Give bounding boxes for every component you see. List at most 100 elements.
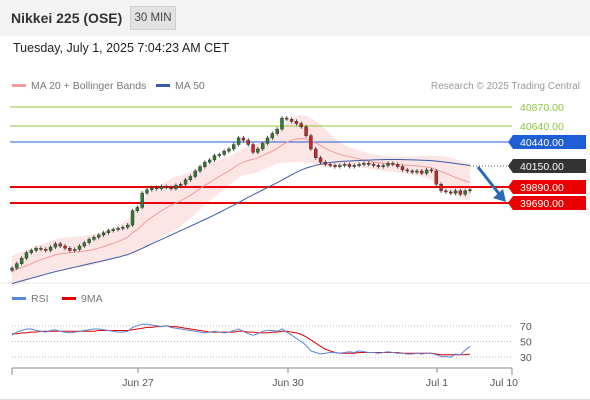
candle-body bbox=[116, 228, 120, 230]
legend-swatch-ma50 bbox=[156, 83, 170, 87]
price-tag-label-support: 39890.00 bbox=[520, 182, 564, 194]
candle-body bbox=[434, 170, 438, 185]
candle-body bbox=[328, 164, 332, 166]
candle-body bbox=[34, 248, 38, 251]
rsi-line bbox=[11, 323, 471, 358]
candle-body bbox=[323, 161, 328, 165]
candle-body bbox=[309, 135, 313, 150]
candle-body bbox=[342, 164, 347, 166]
legend-rsi: RSI bbox=[12, 293, 49, 305]
candle-body bbox=[420, 170, 424, 174]
candle-body bbox=[405, 169, 410, 172]
legend-bb-label: MA 20 + Bollinger Bands bbox=[31, 80, 147, 92]
candle-body bbox=[174, 185, 178, 189]
candle-body bbox=[217, 154, 222, 156]
candle-body bbox=[126, 224, 130, 228]
price-tag-support bbox=[508, 196, 586, 210]
candle-body bbox=[198, 166, 202, 172]
candle-body bbox=[463, 190, 467, 195]
legend-rsi-ma-label: 9MA bbox=[81, 293, 103, 305]
candle-body bbox=[72, 249, 77, 251]
price-level-label-resistance: 40640.00 bbox=[520, 121, 564, 133]
candle-body bbox=[338, 165, 342, 167]
candle-body bbox=[439, 184, 443, 192]
candle-body bbox=[367, 163, 371, 165]
x-tick-label: Jun 30 bbox=[272, 377, 304, 389]
candle-body bbox=[222, 150, 226, 155]
instrument-title: Nikkei 225 (OSE) bbox=[11, 10, 123, 26]
candle-body bbox=[371, 164, 376, 166]
candle-body bbox=[444, 190, 448, 193]
candle-body bbox=[453, 190, 458, 194]
candle-body bbox=[97, 234, 101, 238]
candle-body bbox=[179, 184, 183, 186]
candle-body bbox=[44, 249, 48, 251]
candle-body bbox=[314, 148, 318, 158]
candle-body bbox=[395, 164, 400, 167]
price-tag-label-support: 39690.00 bbox=[520, 198, 564, 210]
candle-body bbox=[362, 163, 366, 165]
legend-ma50-label: MA 50 bbox=[175, 80, 205, 92]
candle-body bbox=[347, 164, 352, 167]
candle-body bbox=[256, 148, 260, 153]
projection-arrow-head bbox=[493, 189, 506, 202]
price-tag-label-pivot: 40440.00 bbox=[520, 137, 564, 149]
candle-body bbox=[212, 155, 217, 161]
price-tag-label-last: 40150.00 bbox=[520, 161, 564, 173]
candle-body bbox=[63, 245, 67, 249]
legend-rsi-ma: 9MA bbox=[62, 293, 103, 305]
legend-swatch-rsi bbox=[12, 296, 26, 300]
candle-body bbox=[449, 191, 453, 194]
candle-body bbox=[82, 242, 87, 247]
candle-body bbox=[410, 170, 414, 173]
candle-body bbox=[241, 137, 246, 141]
candle-body bbox=[68, 248, 72, 251]
candle-body bbox=[333, 165, 337, 167]
candle-body bbox=[275, 128, 279, 134]
legend-swatch-bb bbox=[12, 83, 26, 87]
candle-body bbox=[10, 267, 14, 271]
legend-rsi-label: RSI bbox=[31, 293, 49, 305]
candle-body bbox=[77, 245, 82, 250]
candle-body bbox=[159, 186, 164, 189]
x-tick-label: Jun 27 bbox=[122, 377, 154, 389]
x-tick-label: Jul 1 bbox=[426, 377, 448, 389]
candle-body bbox=[130, 210, 135, 226]
candle-body bbox=[285, 117, 289, 120]
candle-body bbox=[121, 227, 125, 229]
candle-body bbox=[19, 257, 24, 264]
candle-body bbox=[294, 121, 299, 124]
legend-swatch-rsi-ma bbox=[62, 296, 76, 300]
candle-body bbox=[15, 263, 19, 269]
candle-body bbox=[265, 137, 270, 144]
candle-body bbox=[424, 169, 429, 174]
candle-body bbox=[468, 189, 472, 192]
price-tag-support bbox=[508, 180, 586, 194]
candle-body bbox=[246, 139, 250, 145]
candle-body bbox=[203, 161, 207, 167]
candle-body bbox=[29, 250, 33, 253]
candle-body bbox=[169, 187, 173, 189]
candle-body bbox=[270, 133, 275, 139]
price-tag-pivot bbox=[508, 135, 586, 149]
rsi-tick-label: 70 bbox=[520, 321, 532, 333]
candle-body bbox=[352, 165, 356, 167]
candle-body bbox=[280, 117, 284, 130]
price-tag-last bbox=[508, 159, 586, 173]
candle-body bbox=[150, 187, 154, 190]
candle-body bbox=[429, 169, 434, 172]
candle-body bbox=[48, 246, 53, 251]
candle-body bbox=[106, 230, 111, 233]
candle-body bbox=[251, 144, 255, 153]
candle-body bbox=[207, 159, 212, 163]
candle-body bbox=[164, 186, 168, 188]
candle-body bbox=[376, 165, 381, 167]
candle-body bbox=[381, 165, 385, 167]
candle-body bbox=[111, 229, 115, 231]
candle-body bbox=[260, 143, 265, 150]
candle-body bbox=[289, 118, 294, 122]
candle-body bbox=[386, 163, 390, 166]
interval-button[interactable]: 30 MIN bbox=[130, 6, 176, 30]
ma50-line bbox=[11, 159, 471, 284]
